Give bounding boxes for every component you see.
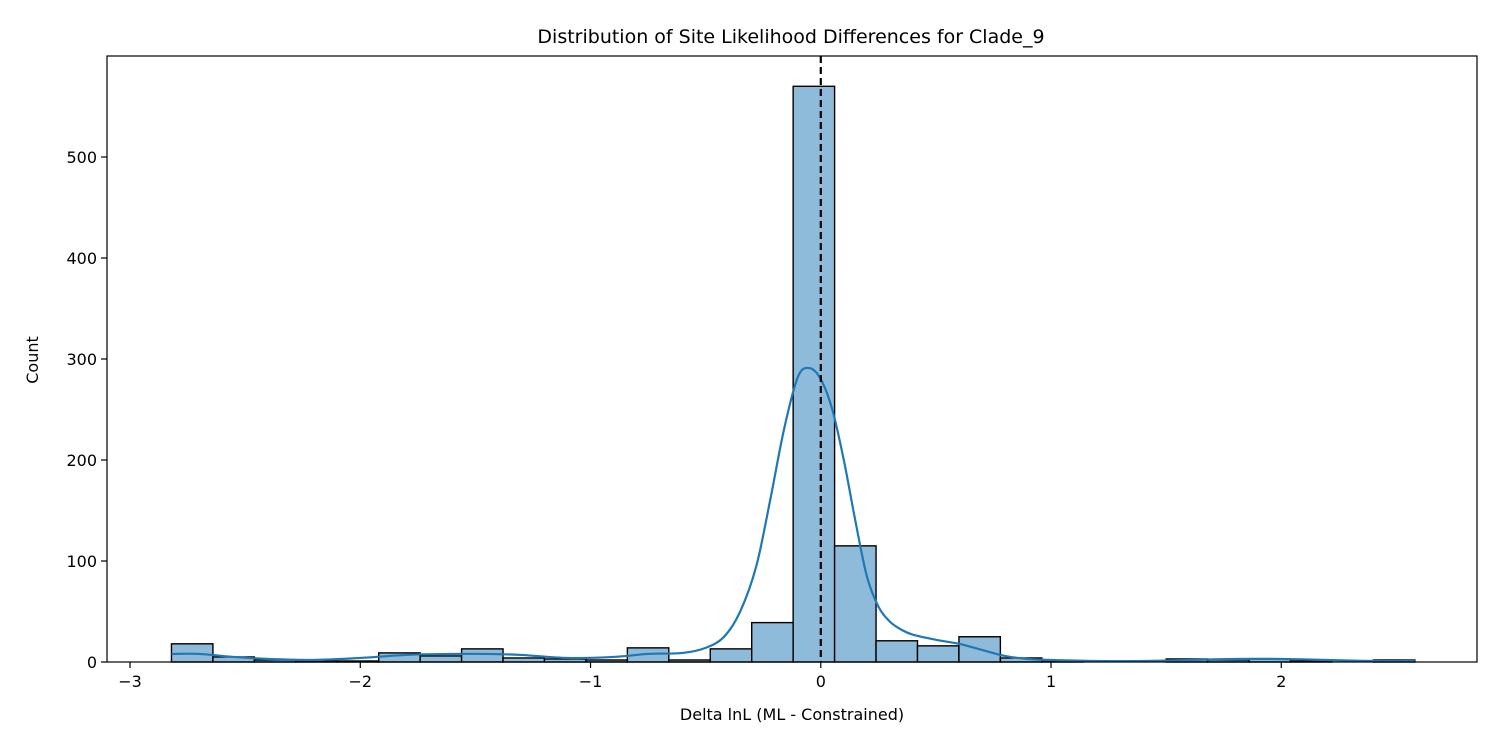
histogram-bar — [502, 657, 546, 663]
histogram-bar — [419, 655, 463, 663]
y-tick-label: 300 — [66, 350, 97, 369]
histogram-bar — [916, 645, 960, 663]
y-tick-label: 0 — [87, 653, 97, 672]
y-tick-label: 100 — [66, 552, 97, 571]
y-tick-label: 400 — [66, 249, 97, 268]
x-tick-label: 1 — [1046, 672, 1056, 691]
histogram-bar — [875, 640, 919, 663]
x-tick-label: −3 — [118, 672, 142, 691]
chart-title: Distribution of Site Likelihood Differen… — [537, 26, 1044, 48]
x-axis-label: Delta lnL (ML - Constrained) — [680, 705, 904, 724]
y-tick-label: 200 — [66, 451, 97, 470]
y-axis-label: Count — [23, 336, 42, 384]
histogram-bar — [833, 545, 877, 663]
x-axis-ticks: −3 −2 −1 0 1 2 — [118, 662, 1286, 691]
histogram-bar — [460, 648, 504, 663]
histogram-bar — [709, 648, 753, 663]
histogram-bars — [170, 85, 1416, 663]
x-tick-label: 0 — [816, 672, 826, 691]
y-tick-label: 500 — [66, 148, 97, 167]
histogram-bar — [751, 621, 794, 663]
x-tick-label: −2 — [348, 672, 372, 691]
x-tick-label: 2 — [1276, 672, 1286, 691]
y-axis-ticks: 0 100 200 300 400 500 — [66, 148, 107, 672]
plot-frame — [106, 55, 1478, 663]
x-tick-label: −1 — [579, 672, 603, 691]
